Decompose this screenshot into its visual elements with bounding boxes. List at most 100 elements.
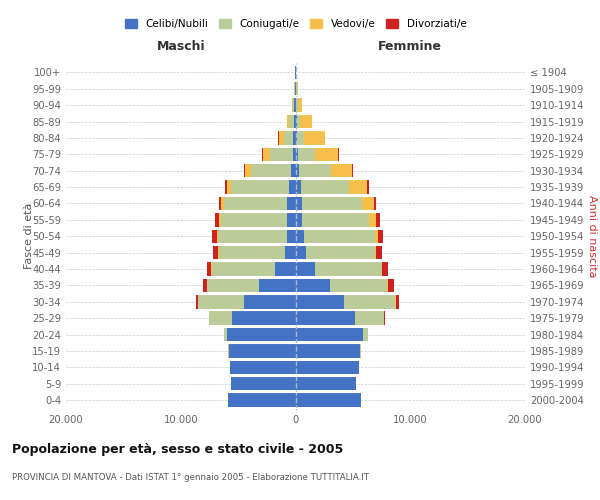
Bar bbox=[296, 148, 298, 161]
Bar bbox=[232, 312, 296, 325]
Bar bbox=[296, 164, 331, 177]
Bar bbox=[196, 295, 296, 308]
Bar bbox=[296, 148, 338, 161]
Legend: Celibi/Nubili, Coniugati/e, Vedovi/e, Divorziati/e: Celibi/Nubili, Coniugati/e, Vedovi/e, Di… bbox=[125, 19, 466, 29]
Bar bbox=[296, 295, 395, 308]
Bar bbox=[296, 164, 299, 177]
Bar bbox=[263, 148, 296, 161]
Bar bbox=[278, 131, 296, 144]
Bar bbox=[296, 246, 376, 260]
Bar bbox=[296, 394, 361, 407]
Bar bbox=[231, 377, 296, 390]
Bar bbox=[230, 360, 296, 374]
Bar bbox=[231, 180, 296, 194]
Bar bbox=[296, 312, 355, 325]
Bar bbox=[229, 344, 296, 358]
Bar bbox=[289, 115, 296, 128]
Bar bbox=[294, 82, 296, 96]
Bar bbox=[287, 115, 296, 128]
Bar bbox=[231, 377, 296, 390]
Bar bbox=[294, 82, 296, 96]
Bar bbox=[296, 344, 360, 358]
Bar bbox=[262, 148, 296, 161]
Bar bbox=[296, 278, 388, 292]
Bar bbox=[296, 312, 385, 325]
Bar bbox=[269, 148, 296, 161]
Bar bbox=[296, 230, 383, 243]
Bar bbox=[296, 328, 368, 342]
Bar bbox=[296, 98, 302, 112]
Bar bbox=[296, 328, 368, 342]
Bar bbox=[228, 394, 296, 407]
Bar bbox=[296, 394, 361, 407]
Bar bbox=[218, 230, 296, 243]
Bar bbox=[296, 246, 306, 260]
Bar bbox=[292, 98, 296, 112]
Bar bbox=[296, 148, 315, 161]
Bar bbox=[296, 131, 325, 144]
Bar bbox=[296, 360, 359, 374]
Bar bbox=[296, 295, 344, 308]
Bar bbox=[296, 180, 369, 194]
Bar bbox=[296, 262, 315, 276]
Bar bbox=[219, 196, 296, 210]
Bar bbox=[296, 377, 356, 390]
Bar bbox=[296, 196, 374, 210]
Bar bbox=[296, 213, 376, 226]
Bar bbox=[224, 196, 296, 210]
Bar bbox=[296, 196, 376, 210]
Bar bbox=[209, 312, 296, 325]
Bar bbox=[284, 131, 296, 144]
Bar bbox=[296, 377, 356, 390]
Bar bbox=[231, 377, 296, 390]
Bar bbox=[294, 115, 296, 128]
Bar bbox=[296, 115, 312, 128]
Bar bbox=[209, 312, 296, 325]
Bar bbox=[259, 278, 296, 292]
Bar bbox=[231, 377, 296, 390]
Text: Popolazione per età, sesso e stato civile - 2005: Popolazione per età, sesso e stato civil… bbox=[12, 442, 343, 456]
Bar bbox=[212, 262, 296, 276]
Bar bbox=[296, 131, 298, 144]
Bar bbox=[296, 344, 361, 358]
Bar bbox=[296, 262, 382, 276]
Bar bbox=[203, 278, 296, 292]
Bar bbox=[229, 344, 296, 358]
Bar bbox=[296, 344, 361, 358]
Bar bbox=[296, 295, 395, 308]
Bar bbox=[296, 262, 388, 276]
Bar bbox=[295, 82, 296, 96]
Bar bbox=[285, 246, 296, 260]
Bar bbox=[296, 213, 302, 226]
Bar bbox=[296, 148, 339, 161]
Bar bbox=[207, 262, 296, 276]
Bar bbox=[230, 360, 296, 374]
Bar bbox=[296, 98, 298, 112]
Bar bbox=[296, 180, 367, 194]
Bar bbox=[296, 213, 380, 226]
Bar bbox=[296, 344, 361, 358]
Bar bbox=[296, 115, 301, 128]
Bar bbox=[292, 98, 296, 112]
Bar bbox=[287, 213, 296, 226]
Bar bbox=[228, 394, 296, 407]
Bar bbox=[296, 115, 297, 128]
Bar bbox=[212, 230, 296, 243]
Bar bbox=[211, 262, 296, 276]
Bar bbox=[215, 213, 296, 226]
Bar bbox=[296, 377, 356, 390]
Bar bbox=[221, 213, 296, 226]
Bar bbox=[214, 246, 296, 260]
Bar bbox=[221, 196, 296, 210]
Bar bbox=[296, 230, 374, 243]
Bar bbox=[296, 312, 384, 325]
Bar bbox=[198, 295, 296, 308]
Bar bbox=[295, 66, 296, 79]
Bar bbox=[244, 295, 296, 308]
Bar bbox=[296, 196, 302, 210]
Bar bbox=[296, 164, 353, 177]
Bar bbox=[295, 66, 296, 79]
Y-axis label: Anni di nascita: Anni di nascita bbox=[587, 195, 597, 278]
Bar bbox=[224, 328, 296, 342]
Bar bbox=[219, 213, 296, 226]
